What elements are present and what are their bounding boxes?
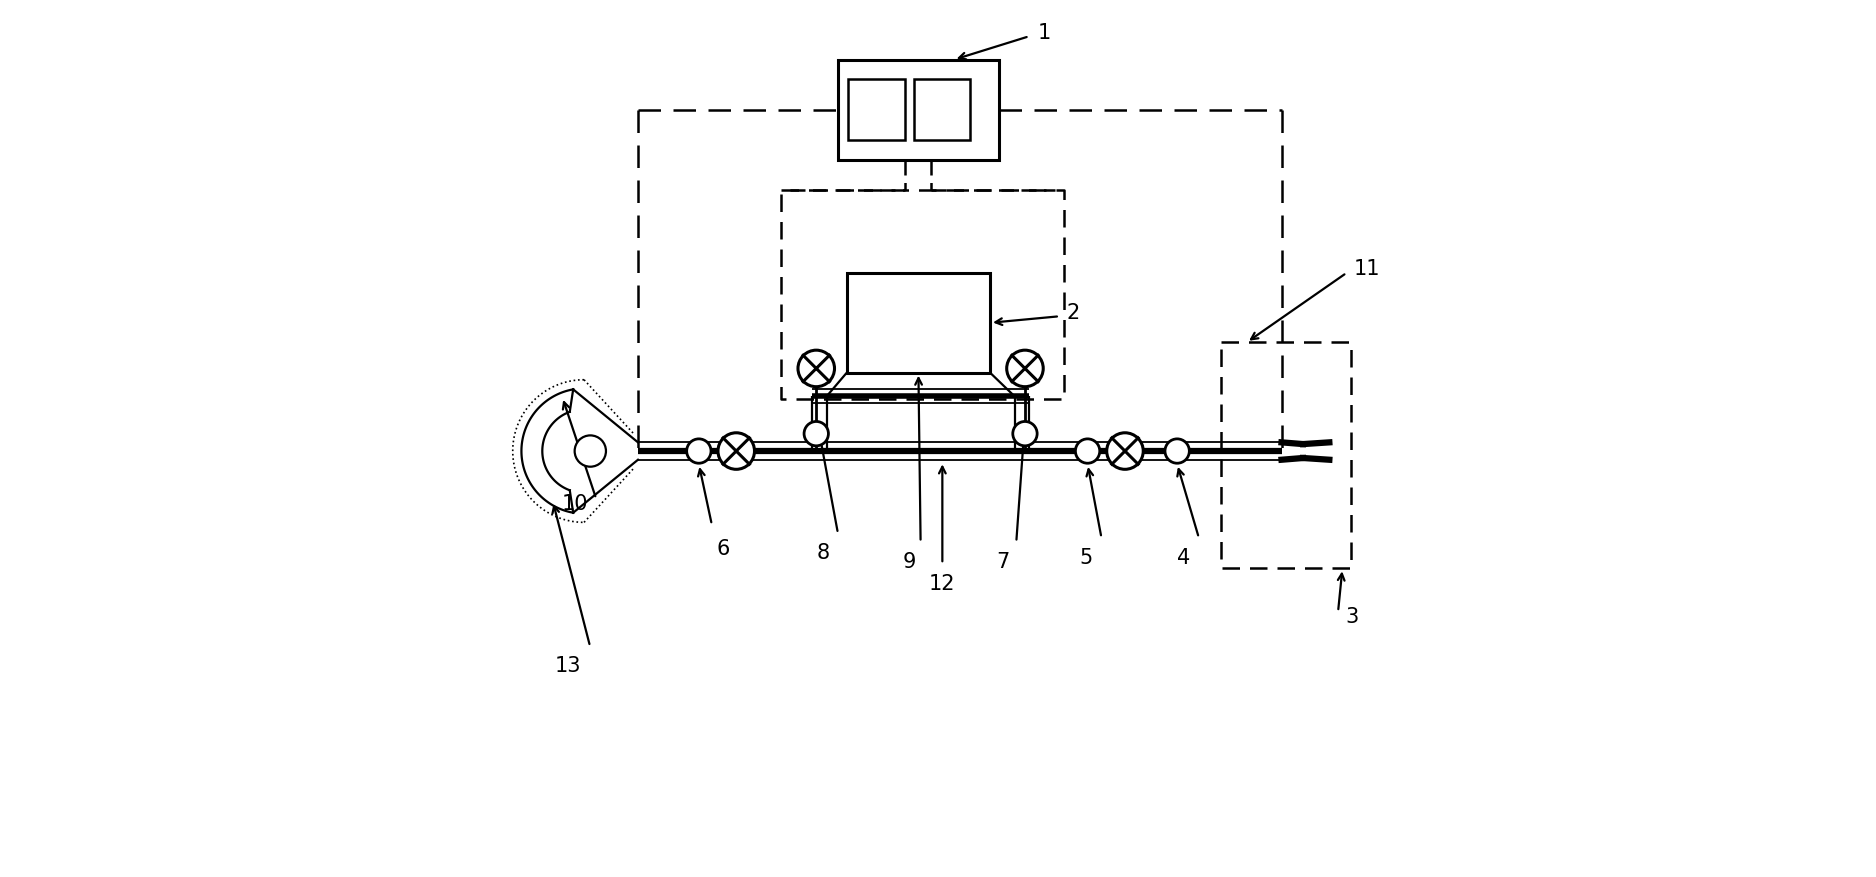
Bar — [848, 80, 904, 140]
Circle shape — [797, 351, 835, 388]
Text: 10: 10 — [563, 494, 589, 514]
Circle shape — [1013, 422, 1037, 446]
Text: 9: 9 — [902, 552, 915, 572]
Circle shape — [1165, 439, 1189, 464]
Text: 12: 12 — [929, 574, 955, 593]
Circle shape — [574, 436, 606, 467]
Circle shape — [719, 433, 754, 470]
Bar — [846, 274, 991, 374]
Text: 5: 5 — [1079, 547, 1094, 567]
Circle shape — [687, 439, 711, 464]
Text: 2: 2 — [1067, 303, 1081, 323]
Circle shape — [1107, 433, 1142, 470]
Text: 6: 6 — [717, 538, 730, 559]
Circle shape — [805, 422, 829, 446]
Text: 3: 3 — [1345, 607, 1358, 626]
Text: 8: 8 — [816, 543, 829, 563]
Text: 7: 7 — [996, 552, 1009, 572]
Bar — [839, 61, 998, 160]
Circle shape — [1007, 351, 1043, 388]
Text: 4: 4 — [1176, 547, 1189, 567]
Bar — [914, 80, 970, 140]
Text: 11: 11 — [1354, 259, 1381, 279]
Text: 13: 13 — [555, 656, 582, 675]
Text: 1: 1 — [1037, 23, 1051, 43]
Circle shape — [1075, 439, 1099, 464]
